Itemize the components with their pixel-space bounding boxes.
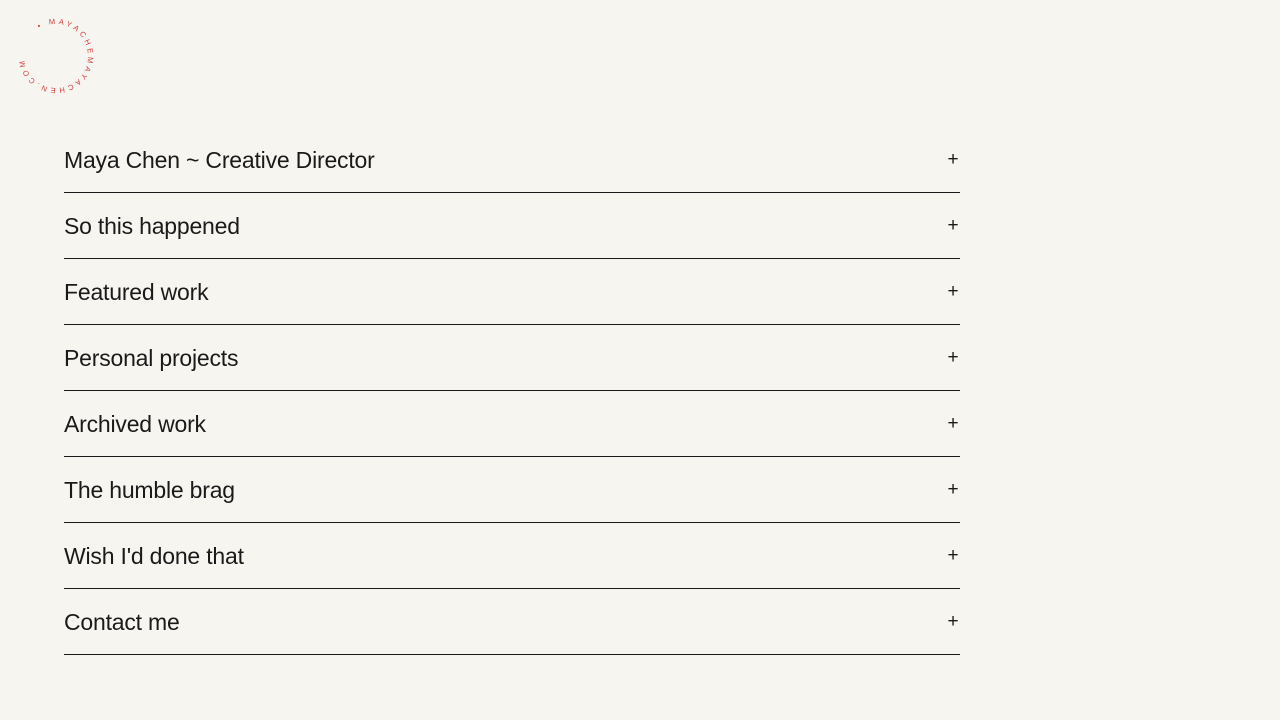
section-about[interactable]: Maya Chen ~ Creative Director + [64, 127, 960, 193]
section-personal-projects[interactable]: Personal projects + [64, 325, 960, 391]
plus-icon[interactable]: + [947, 214, 959, 236]
section-label: Personal projects [64, 345, 239, 371]
section-featured-work[interactable]: Featured work + [64, 259, 960, 325]
plus-icon[interactable]: + [947, 346, 959, 368]
svg-text:• MAYACHEMAYACHEN.COM: • MAYACHEMAYACHEN.COM [16, 16, 96, 96]
plus-icon[interactable]: + [947, 478, 959, 500]
section-archived-work[interactable]: Archived work + [64, 391, 960, 457]
section-label: Wish I'd done that [64, 543, 244, 569]
section-label: Maya Chen ~ Creative Director [64, 147, 375, 173]
section-accordion: Maya Chen ~ Creative Director + So this h… [64, 127, 960, 655]
section-label: So this happened [64, 213, 240, 239]
section-wish-id-done-that[interactable]: Wish I'd done that + [64, 523, 960, 589]
section-so-this-happened[interactable]: So this happened + [64, 193, 960, 259]
logo[interactable]: • MAYACHEMAYACHEN.COM [2, 2, 110, 110]
section-contact-me[interactable]: Contact me + [64, 589, 960, 655]
section-label: Contact me [64, 609, 180, 635]
plus-icon[interactable]: + [947, 148, 959, 170]
section-label: Featured work [64, 279, 209, 305]
section-label: The humble brag [64, 477, 235, 503]
section-humble-brag[interactable]: The humble brag + [64, 457, 960, 523]
plus-icon[interactable]: + [947, 280, 959, 302]
plus-icon[interactable]: + [947, 544, 959, 566]
plus-icon[interactable]: + [947, 610, 959, 632]
section-label: Archived work [64, 411, 206, 437]
logo-text: • MAYACHEMAYACHEN.COM [2, 2, 110, 110]
plus-icon[interactable]: + [947, 412, 959, 434]
